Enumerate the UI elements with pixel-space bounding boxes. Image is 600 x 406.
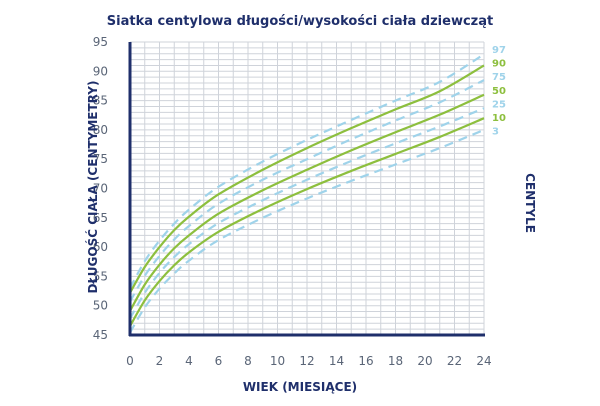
y-axis-title: DŁUGOŚĆ CIAŁA (CENTYMETRY) [85, 81, 100, 294]
centile-label-75: 75 [492, 72, 506, 83]
centile-line-50 [129, 93, 485, 312]
centile-line-90 [129, 64, 485, 294]
centile-labels: 97 90 75 50 25 10 3 [492, 45, 506, 138]
x-tick-label: 2 [156, 354, 164, 368]
y-tick-label: 45 [93, 328, 108, 342]
centile-lines [129, 53, 485, 334]
centile-line-10 [129, 117, 485, 327]
y-tick-label: 90 [93, 64, 108, 78]
x-tick-label: 16 [358, 354, 373, 368]
x-tick-label: 0 [126, 354, 134, 368]
centile-label-10: 10 [492, 113, 506, 124]
x-tick-labels: 0 2 4 6 8 10 12 14 16 18 20 22 24 [126, 354, 491, 368]
centile-line-3 [129, 128, 485, 334]
centile-line-97 [129, 53, 485, 289]
y-tick-label: 50 [93, 299, 108, 313]
y-tick-label: 55 [93, 269, 108, 283]
x-tick-label: 24 [476, 354, 491, 368]
x-axis-title: WIEK (MIESIĄCE) [243, 380, 357, 394]
legend-title: CENTYLE [523, 173, 537, 233]
axes [128, 42, 485, 337]
y-tick-label: 85 [93, 94, 108, 108]
x-tick-label: 10 [270, 354, 285, 368]
centile-label-97: 97 [492, 45, 506, 56]
centile-label-3: 3 [492, 127, 499, 138]
x-tick-label: 4 [185, 354, 193, 368]
y-tick-label: 60 [93, 240, 108, 254]
centile-line-25 [129, 107, 485, 320]
grid-lines [130, 41, 485, 335]
x-tick-label: 12 [299, 354, 314, 368]
y-tick-label: 65 [93, 211, 108, 225]
y-tick-labels: 45 50 55 60 65 70 75 80 85 90 95 [93, 35, 108, 342]
y-tick-label: 80 [93, 123, 108, 137]
centile-label-90: 90 [492, 59, 506, 70]
x-tick-label: 6 [215, 354, 223, 368]
x-tick-label: 14 [329, 354, 344, 368]
x-tick-label: 18 [388, 354, 403, 368]
centile-label-25: 25 [492, 100, 506, 111]
y-tick-label: 95 [93, 35, 108, 49]
centile-label-50: 50 [492, 86, 506, 97]
x-tick-label: 22 [447, 354, 462, 368]
x-tick-label: 8 [244, 354, 252, 368]
centile-line-75 [129, 79, 485, 303]
chart-title: Siatka centylowa długości/wysokości ciał… [107, 14, 493, 29]
y-tick-label: 70 [93, 182, 108, 196]
y-tick-label: 75 [93, 152, 108, 166]
x-tick-label: 20 [417, 354, 432, 368]
